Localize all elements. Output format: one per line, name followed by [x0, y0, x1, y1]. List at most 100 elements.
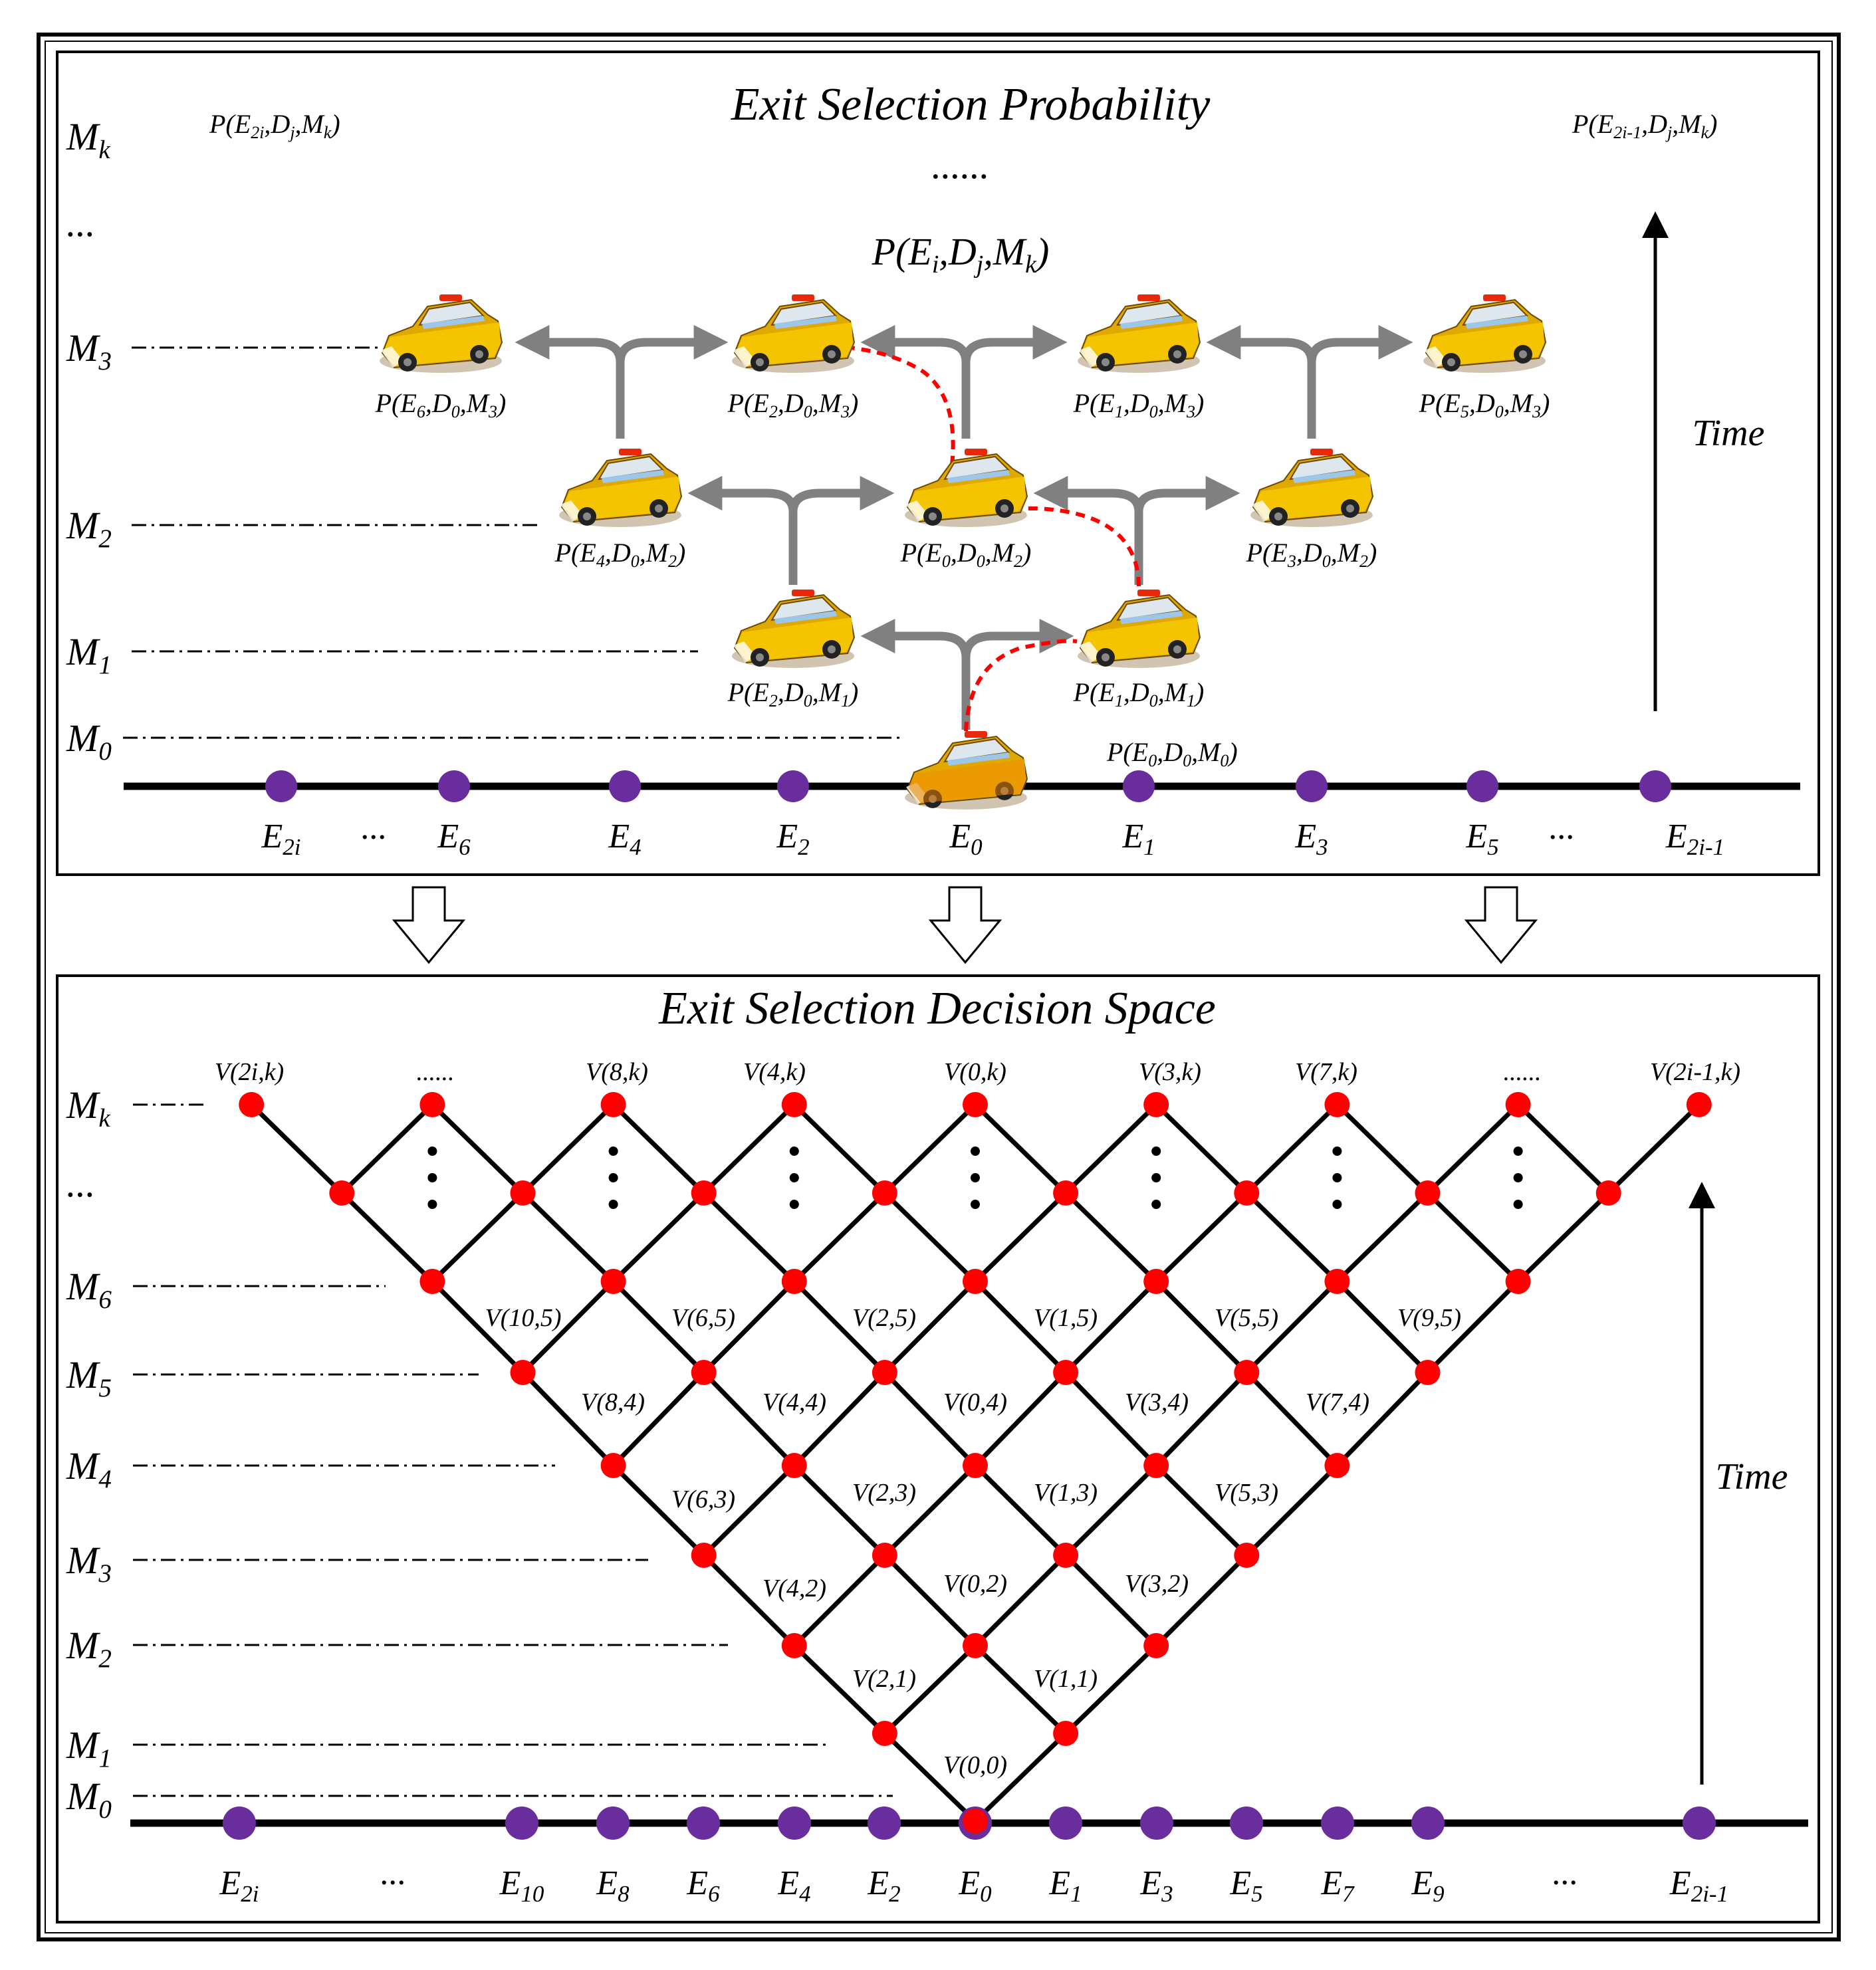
car-state-p-e-5-d-0-m-3: P(E5,D0,M3)	[1419, 294, 1550, 421]
lattice-edges	[249, 1103, 1701, 1823]
lattice-edge	[1064, 1103, 1158, 1195]
top-exit-node	[777, 770, 809, 802]
vertical-ellipsis-dot	[427, 1200, 437, 1209]
vertical-ellipsis-dot	[1513, 1200, 1523, 1209]
bottom-exit-node	[1411, 1806, 1445, 1840]
bottom-level-: ...	[66, 1162, 96, 1205]
lattice-edge	[1064, 1464, 1158, 1557]
lattice-node	[419, 1092, 445, 1117]
bottom-exit-labels: E2i... E10 E8 E6 E4 E2 E0 E1 E3 E5 E7 E9... E2i-1	[219, 1854, 1729, 1907]
vertical-ellipsis-dot	[1151, 1147, 1161, 1156]
node-label: V(1,1)	[1034, 1665, 1098, 1693]
lattice-edge	[521, 1103, 616, 1195]
bottom-exit-node	[505, 1806, 538, 1840]
top-exit-nodes	[265, 770, 1671, 802]
lattice-node	[1324, 1092, 1350, 1117]
lattice-node	[781, 1092, 807, 1117]
vertical-ellipsis-dot	[789, 1147, 799, 1156]
bottom-exit-label-e-4: E4	[777, 1864, 810, 1907]
vertical-ellipsis-dot	[608, 1173, 618, 1182]
top-exit-label-ellipsis: ...	[1550, 809, 1576, 847]
car-state-p-e-4-d-0-m-2: P(E4,D0,M2)	[554, 448, 685, 571]
lattice-edge	[1607, 1103, 1701, 1195]
lattice-edge	[612, 1370, 706, 1468]
lattice-edge	[612, 1279, 706, 1374]
car-icon	[558, 448, 682, 528]
top-exit-node	[1123, 770, 1155, 802]
branch-arrows	[515, 325, 1413, 730]
node-label: V(10,5)	[485, 1304, 561, 1332]
lattice-edge	[1335, 1103, 1429, 1195]
lattice-node	[600, 1269, 626, 1294]
bottom-exit-label-e-0: E0	[958, 1864, 992, 1907]
outer-frame-inner	[45, 41, 1833, 1933]
vertical-ellipsis-dot	[608, 1200, 618, 1209]
top-exit-node	[265, 770, 297, 802]
lattice-node	[600, 1453, 626, 1478]
lattice-edge	[1154, 1464, 1248, 1557]
car-state-label: P(E6,D0,M3)	[375, 388, 507, 421]
lattice-edge	[883, 1103, 977, 1195]
lattice-node	[329, 1180, 355, 1206]
node-label: V(8,4)	[581, 1388, 645, 1416]
top-exit-label-e-4: E4	[608, 818, 641, 860]
lattice-node	[1324, 1453, 1350, 1478]
lattice-node	[872, 1543, 897, 1568]
lattice-edge	[340, 1191, 434, 1283]
lattice-edge	[883, 1553, 977, 1648]
lattice-node	[1415, 1180, 1441, 1206]
car-state-label: P(E5,D0,M3)	[1419, 388, 1550, 421]
lattice-edge	[973, 1103, 1068, 1195]
car-state-p-e-6-d-0-m-3: P(E6,D0,M3)	[375, 294, 507, 421]
lattice-edge	[430, 1279, 525, 1374]
lattice-edge	[1154, 1370, 1248, 1468]
bottom-level-m-0: M0	[66, 1775, 112, 1824]
lattice-edge	[702, 1279, 796, 1374]
lattice-node	[691, 1360, 717, 1385]
lattice-edge	[1516, 1191, 1611, 1283]
bottom-panel-frame	[56, 974, 1820, 1923]
lattice-node	[963, 1453, 988, 1478]
lattice-edge	[612, 1191, 706, 1283]
top-level-m-1: M1	[66, 630, 112, 679]
lattice-edge	[1064, 1644, 1158, 1735]
car-icon	[1423, 294, 1546, 374]
node-label: V(3,2)	[1125, 1570, 1189, 1598]
vertical-ellipsis-dot	[1332, 1200, 1342, 1209]
node-label: V(2,3)	[852, 1479, 916, 1507]
lattice-edge	[973, 1464, 1068, 1557]
bottom-level-m-2: M2	[66, 1624, 112, 1673]
lattice-edge	[702, 1191, 796, 1283]
vehicle-states: P(E6,D0,M3) P(E2,D0,M3) P(E1,D0,M3) P(E5,D0…	[375, 294, 1550, 810]
car-icon	[1077, 589, 1201, 669]
vertical-ellipsis-dot	[608, 1147, 618, 1156]
node-label: V(4,2)	[762, 1575, 826, 1602]
bottom-exit-label-e-5: E5	[1229, 1864, 1262, 1907]
top-exit-label-ellipsis: ...	[362, 809, 388, 847]
top-node-label: ......	[417, 1058, 455, 1086]
node-label: V(0,2)	[943, 1570, 1007, 1598]
general-probability-label: P(Ei,Dj,Mk)	[872, 230, 1050, 278]
bottom-exit-label-e-10: E10	[499, 1864, 544, 1907]
bottom-exit-label-e-8: E8	[596, 1864, 630, 1907]
node-label: V(5,3)	[1215, 1479, 1278, 1507]
lattice-node	[1143, 1453, 1169, 1478]
lattice-nodes	[239, 1092, 1712, 1834]
car-tint	[909, 759, 1026, 803]
bottom-exit-node	[1230, 1806, 1263, 1840]
top-exit-node	[1639, 770, 1671, 802]
lattice-node	[1505, 1092, 1531, 1117]
top-node-label: V(7,k)	[1295, 1058, 1357, 1086]
lattice-node	[1143, 1269, 1169, 1294]
lattice-node	[1143, 1633, 1169, 1658]
lattice-node	[510, 1180, 536, 1206]
vertical-ellipsis-dot	[971, 1147, 980, 1156]
car-state-label: P(E3,D0,M2)	[1246, 538, 1377, 571]
top-node-label: ......	[1504, 1058, 1542, 1086]
lattice-node	[872, 1180, 897, 1206]
vertical-ellipsis-dot	[971, 1173, 980, 1182]
top-level-m-0: M0	[66, 716, 112, 766]
bottom-exit-node	[1140, 1806, 1173, 1840]
exit-selection-decision-space-panel: Exit Selection Decision Space Mk...M6M5M…	[56, 974, 1820, 1923]
